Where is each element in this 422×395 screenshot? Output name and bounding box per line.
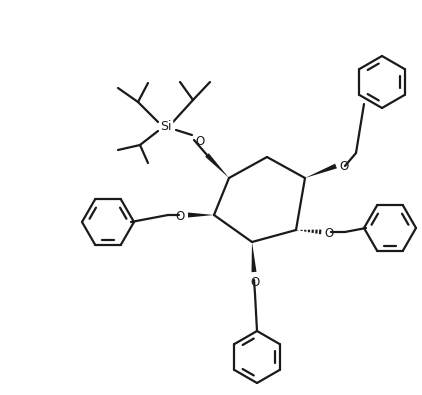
- Text: O: O: [250, 276, 260, 289]
- Polygon shape: [205, 153, 229, 178]
- Polygon shape: [305, 164, 337, 178]
- Polygon shape: [188, 213, 214, 218]
- Text: O: O: [324, 226, 333, 239]
- Text: O: O: [339, 160, 348, 173]
- Text: O: O: [176, 209, 185, 222]
- Polygon shape: [252, 242, 257, 272]
- Text: Si: Si: [160, 120, 172, 132]
- Text: O: O: [195, 135, 204, 147]
